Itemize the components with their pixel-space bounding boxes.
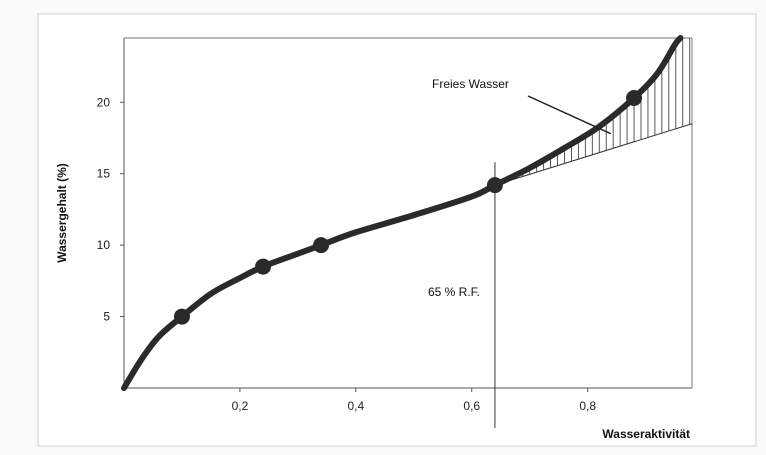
data-point (486, 177, 503, 194)
y-tick-label: 5 (103, 310, 110, 324)
x-tick-label: 0,8 (579, 399, 596, 413)
free-water-label: Freies Wasser (432, 77, 509, 91)
x-tick-label: 0,4 (347, 399, 364, 413)
figure-frame (37, 13, 757, 447)
data-point (626, 90, 643, 106)
data-markers (173, 90, 643, 325)
x-axis-title: Wasseraktivität (602, 427, 690, 441)
free-water-baseline (494, 123, 693, 186)
y-tick-label: 10 (97, 238, 111, 252)
axis-ticks: 0,2 0,4 0,6 0,8 5 10 15 20 (97, 95, 597, 413)
x-tick-label: 0,2 (232, 399, 249, 413)
reference-line-label: 65 % R.F. (428, 285, 480, 299)
data-point (255, 258, 272, 275)
y-tick-label: 20 (97, 95, 111, 109)
data-point (173, 308, 190, 325)
data-point (313, 237, 330, 254)
free-water-pointer (527, 95, 612, 135)
y-tick-label: 15 (97, 167, 111, 181)
y-axis-title: Wassergehalt (%) (55, 163, 69, 263)
x-tick-label: 0,6 (463, 399, 480, 413)
